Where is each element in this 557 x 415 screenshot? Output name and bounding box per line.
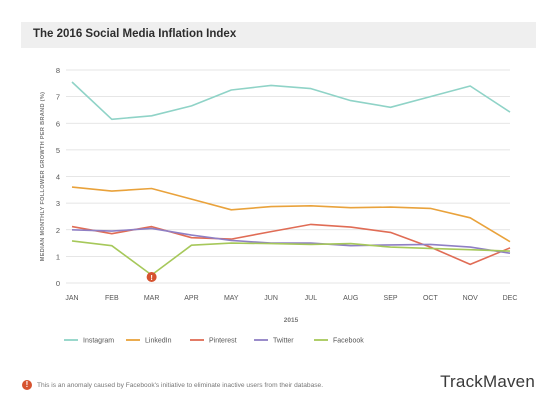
series-line-pinterest <box>71 223 511 266</box>
footnote: ! This is an anomaly caused by Facebook'… <box>22 378 323 392</box>
x-tick-label: JAN <box>65 295 78 302</box>
y-tick-label: 4 <box>56 173 60 182</box>
annotation-marker <box>146 272 157 283</box>
series-line-linkedin <box>71 186 511 243</box>
legend-label-pinterest: Pinterest <box>209 338 237 345</box>
legend-label-linkedin: LinkedIn <box>145 338 172 345</box>
y-tick-label: 5 <box>56 146 60 155</box>
footnote-text: This is an anomaly caused by Facebook's … <box>37 381 324 389</box>
legend-label-instagram: Instagram <box>83 338 114 345</box>
y-tick-label: 8 <box>56 66 60 75</box>
chart-title: The 2016 Social Media Inflation Index <box>33 28 237 40</box>
legend-label-facebook: Facebook <box>333 338 364 345</box>
x-tick-label: OCT <box>423 295 439 302</box>
footnote-marker: ! <box>22 380 32 390</box>
x-tick-label: AUG <box>343 295 358 302</box>
legend-label-twitter: Twitter <box>273 338 294 345</box>
x-tick-label: NOV <box>463 295 479 302</box>
x-tick-label: JUN <box>264 295 278 302</box>
x-tick-label: APR <box>184 295 198 302</box>
y-tick-label: 6 <box>56 119 60 128</box>
x-tick-label: JUL <box>305 295 318 302</box>
series-line-twitter <box>71 227 511 254</box>
y-axis-label: MEDIAN MONTHLY FOLLOWER GROWTH PER BRAND… <box>40 92 46 262</box>
chart-header: The 2016 Social Media Inflation Index <box>21 22 536 48</box>
y-tick-label: 1 <box>56 252 60 261</box>
x-tick-label: FEB <box>105 295 119 302</box>
y-tick-label: 3 <box>56 199 60 208</box>
y-tick-label: 0 <box>56 279 60 288</box>
annotation-marker-label: ! <box>150 273 153 282</box>
trackmaven-logo: TrackMaven <box>440 372 535 391</box>
series-line-facebook <box>71 240 511 276</box>
y-tick-label: 7 <box>56 93 60 102</box>
x-axis-label: 2015 <box>284 317 299 324</box>
x-tick-label: MAY <box>224 295 239 302</box>
y-tick-label: 2 <box>56 226 60 235</box>
x-tick-label: SEP <box>384 295 398 302</box>
x-tick-label: DEC <box>503 295 518 302</box>
series-line-instagram <box>71 81 511 121</box>
x-tick-label: MAR <box>144 295 160 302</box>
